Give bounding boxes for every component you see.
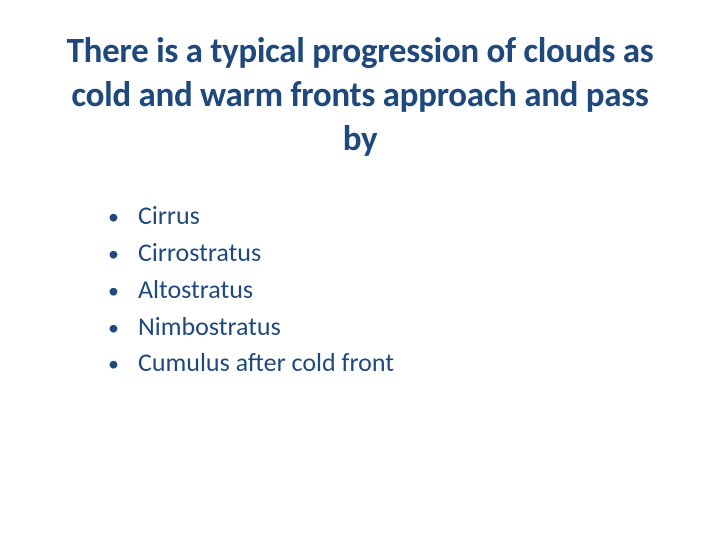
bullet-icon: • — [108, 240, 138, 269]
item-text: Altostratus — [138, 273, 253, 307]
bullet-icon: • — [108, 350, 138, 379]
item-text: Cumulus after cold front — [138, 346, 394, 380]
item-text: Cirrus — [138, 199, 200, 233]
bullet-icon: • — [108, 203, 138, 232]
list-item: • Altostratus — [108, 273, 660, 307]
item-text: Nimbostratus — [138, 310, 281, 344]
bullet-icon: • — [108, 314, 138, 343]
list-item: • Cirrus — [108, 199, 660, 233]
slide-title: There is a typical progression of clouds… — [60, 30, 660, 161]
bullet-list: • Cirrus • Cirrostratus • Altostratus • … — [60, 199, 660, 380]
item-text: Cirrostratus — [138, 236, 261, 270]
bullet-icon: • — [108, 277, 138, 306]
list-item: • Nimbostratus — [108, 310, 660, 344]
list-item: • Cirrostratus — [108, 236, 660, 270]
list-item: • Cumulus after cold front — [108, 346, 660, 380]
